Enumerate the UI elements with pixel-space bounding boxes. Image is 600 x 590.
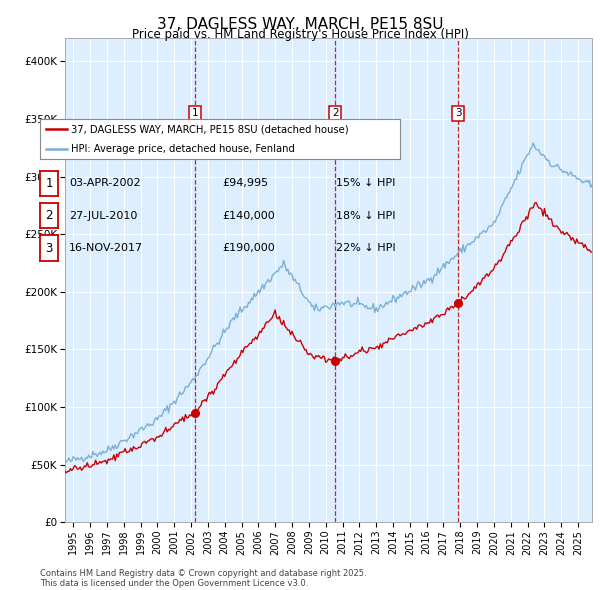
Text: 2: 2: [46, 209, 53, 222]
Text: 1: 1: [192, 108, 199, 118]
Text: 18% ↓ HPI: 18% ↓ HPI: [336, 211, 395, 221]
Text: 15% ↓ HPI: 15% ↓ HPI: [336, 178, 395, 188]
Text: 3: 3: [46, 242, 53, 255]
Text: 22% ↓ HPI: 22% ↓ HPI: [336, 243, 395, 253]
Text: Price paid vs. HM Land Registry's House Price Index (HPI): Price paid vs. HM Land Registry's House …: [131, 28, 469, 41]
Text: HPI: Average price, detached house, Fenland: HPI: Average price, detached house, Fenl…: [71, 145, 295, 154]
Text: 16-NOV-2017: 16-NOV-2017: [69, 243, 143, 253]
Text: 27-JUL-2010: 27-JUL-2010: [69, 211, 137, 221]
Text: 03-APR-2002: 03-APR-2002: [69, 178, 140, 188]
Text: £94,995: £94,995: [222, 178, 268, 188]
Text: £140,000: £140,000: [222, 211, 275, 221]
Text: 1: 1: [46, 177, 53, 190]
Text: 37, DAGLESS WAY, MARCH, PE15 8SU (detached house): 37, DAGLESS WAY, MARCH, PE15 8SU (detach…: [71, 124, 349, 134]
Text: 3: 3: [455, 108, 461, 118]
Text: Contains HM Land Registry data © Crown copyright and database right 2025.
This d: Contains HM Land Registry data © Crown c…: [40, 569, 367, 588]
Text: 37, DAGLESS WAY, MARCH, PE15 8SU: 37, DAGLESS WAY, MARCH, PE15 8SU: [157, 17, 443, 31]
Text: 2: 2: [332, 108, 338, 118]
Text: £190,000: £190,000: [222, 243, 275, 253]
